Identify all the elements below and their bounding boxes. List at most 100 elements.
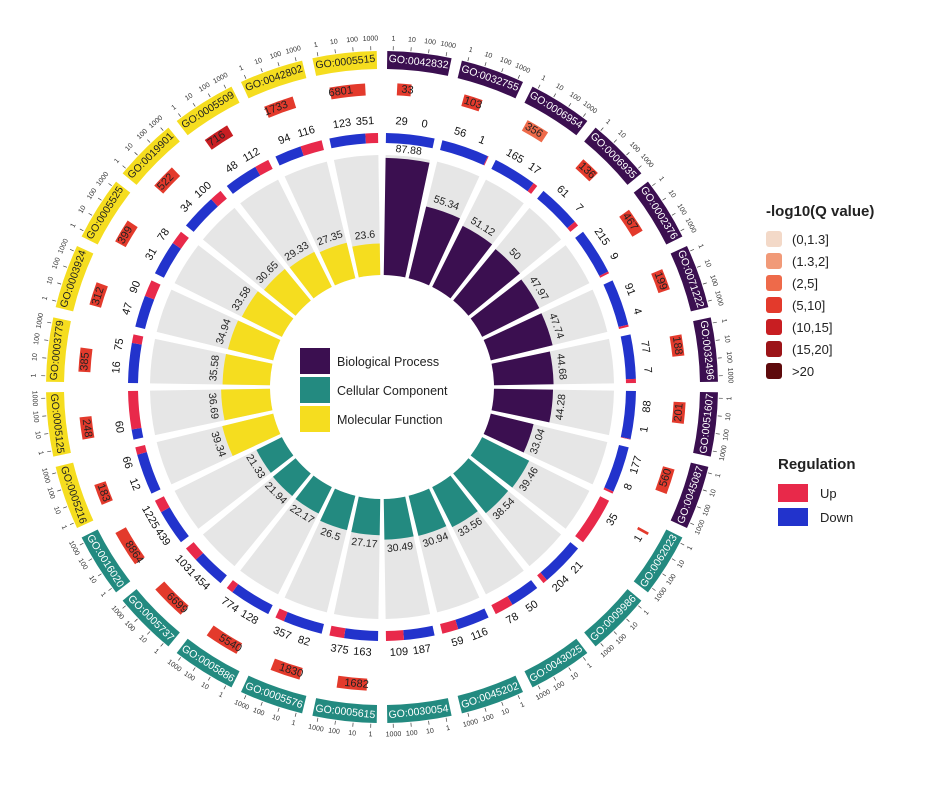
category-label: Molecular Function [337, 413, 443, 427]
regulation-down-bar [507, 580, 538, 605]
scale-tick [702, 282, 707, 285]
go-term-band [457, 675, 524, 714]
gene-count-label: 312 [90, 286, 107, 307]
scale-tick-label: 1000 [440, 40, 457, 50]
scale-tick-label: 100 [725, 351, 733, 363]
gene-count-bar [94, 481, 113, 505]
scale-tick [223, 84, 227, 89]
gene-count-bar [619, 209, 643, 237]
scale-tick [243, 695, 247, 700]
regulation-up-label: 91 [622, 282, 638, 298]
go-term-band [386, 698, 452, 723]
go-term-label: GO:0009986 [588, 593, 639, 644]
regulation-up-label: 16 [110, 361, 123, 374]
rich-factor-bar [263, 268, 311, 316]
legend-label: (1.3,2] [792, 253, 829, 269]
scale-tick [600, 127, 604, 131]
scale-tick [712, 450, 717, 453]
rich-factor-bar [272, 458, 311, 497]
scale-tick [671, 558, 676, 562]
scale-tick-label: 1000 [684, 217, 697, 234]
scale-tick [445, 52, 448, 57]
go-term-band [240, 675, 307, 714]
scale-tick-label: 1 [60, 524, 68, 530]
regulation-down-bar [604, 445, 629, 492]
scale-tick-label: 100 [406, 730, 418, 738]
go-term-band [122, 589, 180, 647]
scale-tick [192, 667, 196, 672]
scale-tick-label: 1 [171, 104, 178, 112]
rich-factor-label: 30.49 [386, 540, 414, 555]
rich-factor-bar [352, 243, 381, 278]
scale-tick-label: 100 [628, 141, 641, 154]
scale-tick-label: 1 [391, 36, 395, 43]
scale-tick [97, 197, 102, 201]
regulation-up-label: 215 [591, 226, 611, 248]
scale-tick-label: 100 [568, 91, 582, 103]
regulation-down-label: 4 [630, 307, 643, 316]
scale-tick [88, 558, 93, 562]
scale-tick-label: 10 [703, 259, 712, 269]
scale-tick-label: 10 [330, 38, 339, 46]
regulation-up-label: 163 [353, 646, 372, 659]
scale-tick-label: 1 [586, 662, 593, 670]
rich-factor-bar [453, 458, 509, 514]
scale-tick-label: 100 [424, 38, 437, 47]
scale-tick [69, 522, 74, 526]
gene-count-label: 33 [401, 84, 414, 97]
scale-tick-label: 10 [52, 506, 61, 516]
scale-tick [134, 152, 138, 156]
regulation-legend: Regulation Up Down [778, 456, 856, 529]
gene-count-bar [651, 269, 670, 294]
scale-tick-label: 10 [33, 431, 41, 440]
regulation-down-label: 9 [607, 251, 620, 262]
gene-count-label: 1 [632, 533, 645, 544]
gene-count-label: 103 [462, 95, 483, 112]
regulation-up-label: 34 [178, 198, 195, 215]
go-term-band [46, 391, 71, 457]
regulation-up-label: 454 [190, 572, 212, 593]
scale-tick [537, 84, 541, 89]
legend-item: >20 [766, 360, 874, 382]
scale-tick [52, 472, 57, 475]
rich-factor-label: 23.6 [354, 228, 376, 242]
go-term-band [670, 245, 709, 312]
scale-tick-label: 100 [31, 411, 39, 423]
regulation-up-label: 123 [332, 117, 352, 132]
scale-tick-label: 10 [348, 730, 356, 738]
regulation-down-label: 78 [504, 611, 521, 627]
scale-tick-label: 10 [616, 129, 627, 140]
scale-tick [662, 197, 667, 201]
regulation-down-bar [128, 342, 142, 384]
scale-tick-label: 1 [217, 691, 224, 699]
scale-tick-label: 1000 [40, 467, 51, 484]
legend-label: >20 [792, 363, 815, 379]
scale-tick [702, 489, 707, 492]
scale-tick [108, 587, 112, 591]
scale-tick-label: 10 [554, 83, 564, 93]
regulation-up-bar [211, 190, 227, 207]
go-term-band [240, 60, 307, 99]
regulation-down-bar [537, 190, 575, 229]
scale-tick [334, 720, 336, 725]
regulation-up-bar [300, 140, 324, 156]
scale-tick-label: 10 [709, 488, 718, 498]
scale-tick-label: 1 [519, 701, 525, 709]
go-term-band [122, 127, 180, 185]
scale-tick [294, 712, 297, 717]
regulation-down-label: 100 [192, 179, 214, 200]
go-term-band [670, 462, 709, 529]
scale-tick-label: 10 [271, 714, 281, 723]
scale-tick-label: 10 [200, 681, 210, 691]
legend-swatch [766, 297, 782, 313]
scale-tick [553, 676, 557, 681]
scale-tick-label: 10 [31, 353, 39, 361]
regulation-up-bar [483, 156, 489, 166]
legend-label: (2,5] [792, 275, 819, 291]
scale-tick-label: 100 [33, 333, 42, 346]
scale-tick-label: 1 [70, 222, 78, 229]
rich-factor-bar [351, 496, 381, 536]
scale-tick [696, 506, 701, 509]
